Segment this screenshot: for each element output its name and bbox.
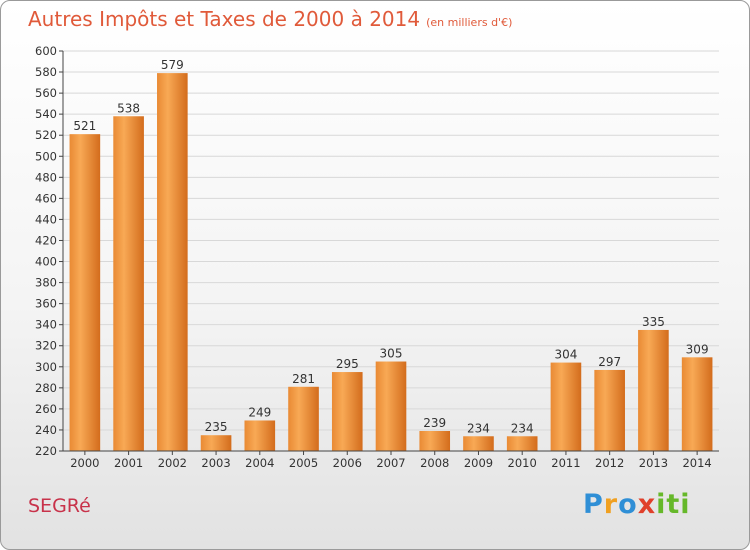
y-tick-label: 520 xyxy=(35,128,57,142)
logo-letter: P xyxy=(583,489,604,520)
data-label: 335 xyxy=(642,315,665,329)
bar xyxy=(419,431,451,451)
x-tick-label: 2009 xyxy=(464,456,493,470)
bar xyxy=(69,134,101,451)
y-tick-label: 420 xyxy=(35,233,57,247)
logo-letter: r xyxy=(603,489,619,520)
bar xyxy=(113,116,144,452)
y-tick-label: 600 xyxy=(35,44,57,58)
data-label: 309 xyxy=(686,342,709,356)
chart-title-unit: (en milliers d'€) xyxy=(426,16,513,29)
x-tick-label: 2010 xyxy=(508,456,537,470)
x-tick-label: 2005 xyxy=(289,456,318,470)
bar xyxy=(288,386,319,451)
data-label: 235 xyxy=(205,420,228,434)
x-tick-label: 2006 xyxy=(333,456,362,470)
y-tick-label: 440 xyxy=(35,212,57,226)
bar xyxy=(331,372,363,451)
logo-letter: x xyxy=(637,489,657,520)
data-label: 305 xyxy=(380,347,403,361)
data-label: 295 xyxy=(336,357,359,371)
bar xyxy=(244,420,276,451)
logo-letter: o xyxy=(618,489,638,520)
data-label: 538 xyxy=(117,101,140,115)
x-tick-label: 2008 xyxy=(420,456,449,470)
x-tick-label: 2004 xyxy=(245,456,274,470)
chart-title: Autres Impôts et Taxes de 2000 à 2014 (en… xyxy=(28,7,512,31)
x-tick-label: 2002 xyxy=(158,456,187,470)
axes xyxy=(62,51,719,452)
data-labels: 521 538 579 235 249 281 295 305 239 234 234 304 297 3… xyxy=(73,58,708,435)
bar xyxy=(200,435,232,451)
y-tick-label: 540 xyxy=(35,107,57,121)
logo-letter: i xyxy=(656,489,667,520)
place-name: SEGRé xyxy=(28,495,91,517)
y-tick-label: 500 xyxy=(35,149,57,163)
y-tick-label: 400 xyxy=(35,255,57,269)
x-tick-label: 2013 xyxy=(639,456,668,470)
data-label: 234 xyxy=(511,421,534,435)
data-label: 239 xyxy=(423,416,446,430)
data-label: 234 xyxy=(467,421,490,435)
y-tick-label: 220 xyxy=(35,444,57,458)
logo-letter: ti xyxy=(666,489,691,520)
data-label: 281 xyxy=(292,372,315,386)
bar xyxy=(375,361,407,451)
y-tick-label: 260 xyxy=(35,402,57,416)
y-tick-label: 360 xyxy=(35,297,57,311)
y-tick-label: 240 xyxy=(35,423,57,437)
y-tick-label: 560 xyxy=(35,86,57,100)
chart-title-text: Autres Impôts et Taxes de 2000 à 2014 xyxy=(28,7,421,31)
x-tick-labels: 2000 2001 2002 2003 2004 2005 2006 2007 2008 2009… xyxy=(70,451,712,470)
data-label: 579 xyxy=(161,58,184,72)
x-tick-label: 2012 xyxy=(595,456,624,470)
bar xyxy=(594,369,625,451)
y-tick-label: 340 xyxy=(35,318,57,332)
data-label: 249 xyxy=(248,405,271,419)
y-tick-label: 300 xyxy=(35,360,57,374)
bar xyxy=(550,362,582,451)
y-tick-label: 580 xyxy=(35,65,57,79)
y-tick-label: 380 xyxy=(35,276,57,290)
x-tick-label: 2014 xyxy=(682,456,711,470)
x-tick-label: 2003 xyxy=(201,456,230,470)
bar xyxy=(681,357,713,451)
y-tick-label: 280 xyxy=(35,381,57,395)
y-tick-labels: 220 240 260 280 300 320 340 360 380 400 420 440 460 4… xyxy=(35,44,57,458)
bar xyxy=(157,73,188,452)
data-label: 297 xyxy=(598,355,621,369)
bar xyxy=(638,329,669,451)
data-label: 521 xyxy=(73,119,96,133)
x-tick-label: 2007 xyxy=(376,456,405,470)
data-label: 304 xyxy=(554,348,577,362)
y-tick-label: 320 xyxy=(35,339,57,353)
bars xyxy=(69,73,713,452)
x-tick-label: 2000 xyxy=(70,456,99,470)
x-tick-label: 2011 xyxy=(551,456,580,470)
bar xyxy=(463,436,494,451)
bar xyxy=(506,436,538,451)
x-tick-label: 2001 xyxy=(114,456,143,470)
proxiti-logo: Proxiti xyxy=(583,489,691,520)
y-tick-label: 460 xyxy=(35,191,57,205)
y-tick-label: 480 xyxy=(35,170,57,184)
